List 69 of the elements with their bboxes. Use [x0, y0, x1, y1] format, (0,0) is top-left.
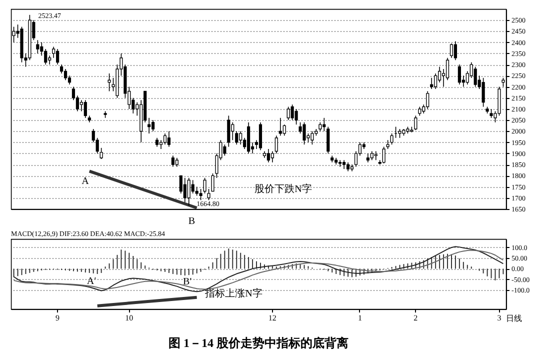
candlestick — [326, 126, 330, 154]
candlestick — [211, 173, 214, 192]
candlestick — [203, 177, 206, 194]
candlestick — [36, 40, 40, 54]
x-tick-label: 9 — [56, 314, 60, 322]
candlestick — [382, 146, 386, 164]
candlestick — [338, 160, 342, 168]
candlestick — [282, 124, 286, 136]
annotation: 股价下跌N字 — [254, 183, 312, 195]
text: 日线 — [506, 314, 522, 323]
candlestick — [100, 147, 103, 160]
candlestick — [152, 120, 155, 132]
candlestick — [270, 150, 274, 163]
candlestick — [414, 115, 418, 131]
text: B — [188, 216, 196, 227]
candlestick — [302, 122, 306, 145]
candlestick — [171, 155, 174, 168]
candlestick — [239, 130, 242, 145]
candlestick — [258, 122, 262, 151]
annotation: 指标上涨N字 — [204, 288, 262, 300]
candlestick — [56, 48, 60, 65]
candlestick — [167, 130, 171, 148]
annotation: A′ — [86, 276, 96, 287]
candlestick — [446, 57, 450, 81]
candlestick — [426, 90, 430, 110]
candlestick — [482, 77, 485, 108]
candlestick — [434, 73, 438, 90]
candlestick — [64, 68, 68, 81]
candlestick — [274, 135, 278, 154]
candlestick — [108, 73, 111, 92]
x-tick-label: 2 — [414, 314, 418, 322]
candlestick — [266, 148, 270, 163]
x-tick-label: 12 — [268, 314, 276, 322]
candlestick — [290, 104, 294, 121]
candlestick — [278, 117, 282, 136]
annotation: A — [82, 176, 90, 187]
candlestick — [52, 46, 56, 58]
candlestick — [44, 48, 48, 65]
candlestick — [199, 188, 202, 201]
candlestick — [191, 180, 194, 194]
x-tick-label: 1 — [358, 314, 362, 322]
annotation: B′ — [182, 276, 192, 288]
candlestick — [187, 177, 190, 206]
candlestick — [223, 144, 226, 156]
candlestick — [390, 133, 394, 145]
candlestick — [183, 177, 186, 203]
candlestick — [286, 106, 290, 121]
candlestick — [450, 43, 454, 58]
candlestick — [207, 188, 210, 201]
x-tick-label: 10 — [125, 314, 134, 322]
candlestick — [163, 133, 167, 145]
candlestick — [374, 150, 378, 161]
candlestick — [148, 117, 151, 134]
x-tick-label: 3 — [497, 314, 502, 322]
candlestick — [438, 66, 442, 83]
candlestick — [231, 122, 234, 141]
candlestick — [430, 77, 434, 90]
candlestick — [310, 130, 314, 145]
candlestick — [84, 100, 87, 118]
candlestick — [474, 66, 477, 88]
caption: 图 1－14 股价走势中指标的底背离 — [168, 336, 348, 350]
candlestick — [227, 115, 230, 148]
candlestick — [294, 108, 298, 125]
candlestick — [454, 40, 458, 61]
candlestick — [235, 130, 238, 145]
candlestick — [458, 64, 461, 85]
candlestick — [179, 175, 182, 194]
candlestick — [80, 100, 83, 112]
candlestick — [322, 117, 326, 132]
